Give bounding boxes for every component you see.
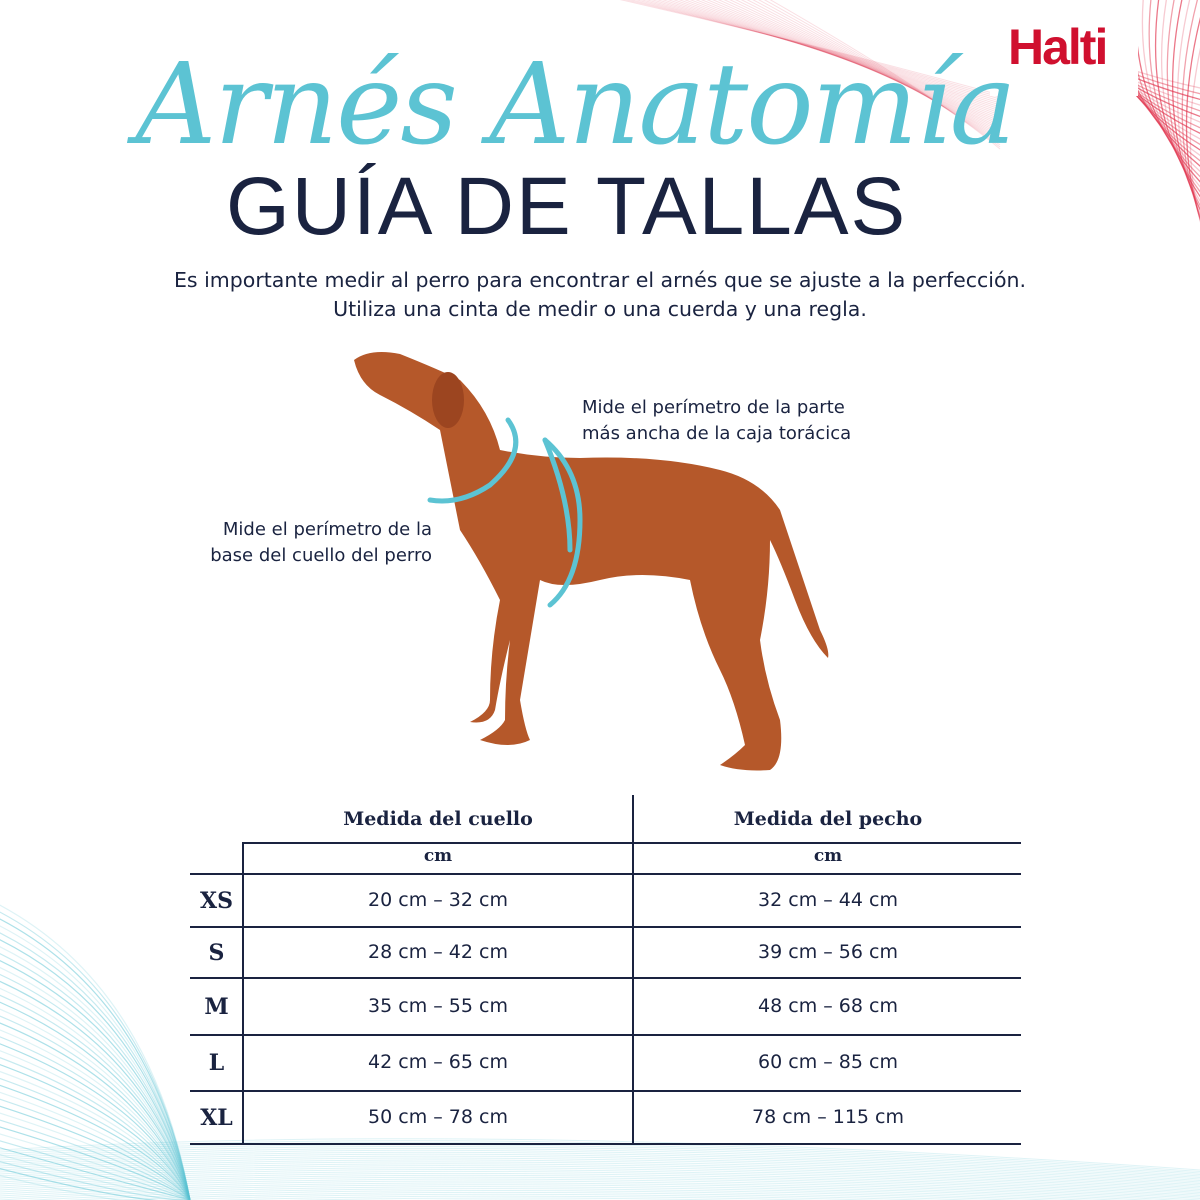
- intro-line-2: Utiliza una cinta de medir o una cuerda …: [333, 297, 867, 321]
- intro-line-1: Es importante medir al perro para encont…: [173, 268, 1027, 292]
- chest-range: 32 cm – 44 cm: [758, 888, 898, 911]
- neck-note-line-2: base del cuello del perro: [210, 545, 432, 566]
- unit-chest: cm: [813, 846, 843, 866]
- neck-range: 35 cm – 55 cm: [368, 994, 508, 1017]
- neck-range: 50 cm – 78 cm: [368, 1105, 508, 1128]
- chest-note-line-1: Mide el perímetro de la parte: [582, 397, 845, 418]
- neck-range: 28 cm – 42 cm: [368, 940, 508, 963]
- halti-logo: Halti: [1008, 19, 1108, 75]
- chest-note: Mide el perímetro de la parte más ancha …: [582, 395, 851, 447]
- neck-arrow: [427, 417, 519, 504]
- column-header-neck: Medida del cuello: [343, 808, 533, 830]
- unit-neck: cm: [423, 846, 453, 866]
- neck-note-line-1: Mide el perímetro de la: [222, 519, 432, 540]
- neck-note: Mide el perímetro de la base del cuello …: [150, 517, 432, 569]
- size-label: S: [208, 939, 225, 966]
- column-header-chest: Medida del pecho: [733, 808, 923, 830]
- chest-range: 48 cm – 68 cm: [758, 994, 898, 1017]
- size-label: XL: [200, 1104, 233, 1131]
- size-label: L: [208, 1050, 225, 1076]
- chest-range: 60 cm – 85 cm: [758, 1051, 898, 1073]
- chest-range: 78 cm – 115 cm: [751, 1105, 904, 1128]
- chest-note-line-2: más ancha de la caja torácica: [582, 423, 852, 444]
- neck-range: 42 cm – 65 cm: [368, 1051, 508, 1073]
- chest-range: 39 cm – 56 cm: [758, 940, 898, 963]
- product-name-script: Arnés Anatomía: [135, 40, 1017, 170]
- size-label: M: [204, 993, 229, 1020]
- size-label: XS: [200, 887, 233, 914]
- dog-illustration: [354, 352, 829, 771]
- chest-arrow: [542, 437, 583, 608]
- neck-range: 20 cm – 32 cm: [368, 888, 508, 911]
- logo-box: [990, 0, 1138, 96]
- page-title: GUÍA DE TALLAS: [226, 161, 908, 252]
- measurement-arrows: [427, 417, 583, 608]
